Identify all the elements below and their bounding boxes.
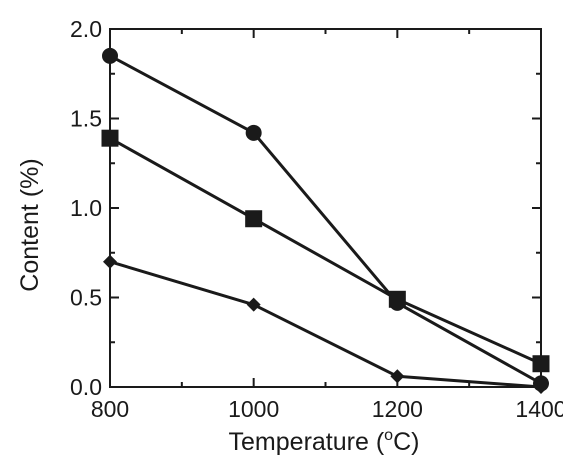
x-axis-label: Temperature (oC): [229, 427, 420, 456]
x-axis-label-suffix: C): [393, 428, 419, 456]
y-tick-label: 2.0: [70, 16, 102, 42]
x-tick-label: 1000: [228, 396, 279, 422]
square-marker: [388, 290, 406, 308]
x-axis-label-superscript: o: [384, 427, 393, 444]
series-line-diamond: [109, 260, 542, 389]
x-tick-label: 800: [91, 396, 129, 422]
y-tick-label: 0.5: [70, 285, 102, 311]
diamond-marker: [534, 380, 548, 394]
x-axis-label-prefix: Temperature (: [229, 428, 385, 456]
diamond-marker: [246, 297, 261, 312]
series-line-square: [109, 136, 542, 366]
plot-area: 800 1000 1200 1400 0.0 0.5 1.0 1.5 2.0: [70, 16, 563, 422]
series-line-circle: [109, 54, 542, 385]
square-marker: [101, 129, 119, 147]
square-marker: [532, 355, 550, 373]
x-tick-label: 1400: [515, 396, 563, 422]
x-tick-label: 1200: [372, 396, 423, 422]
diamond-marker: [390, 369, 405, 384]
diamond-marker: [103, 254, 117, 269]
y-axis-label: Content (%): [16, 158, 44, 291]
y-tick-label: 1.5: [70, 106, 102, 132]
square-marker: [245, 210, 263, 228]
y-tick-label: 1.0: [70, 195, 102, 221]
y-tick-label: 0.0: [70, 374, 102, 400]
circle-marker: [102, 47, 118, 64]
circle-marker: [245, 124, 262, 141]
